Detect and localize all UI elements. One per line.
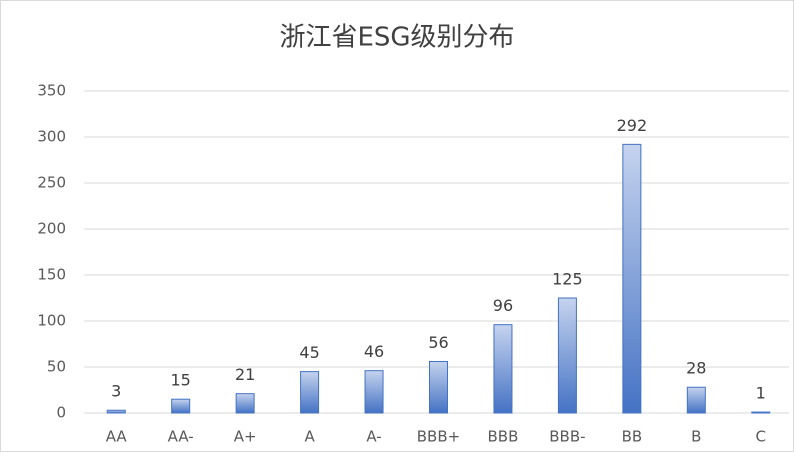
data-label: 292 [617,116,648,135]
data-label: 46 [364,342,384,361]
y-tick-label: 50 [47,358,66,376]
x-tick-label: A- [366,428,381,446]
x-tick-label: C [756,428,766,446]
data-label: 28 [686,359,706,378]
x-tick-label: A [304,428,315,446]
bar [300,371,320,414]
y-tick-label: 250 [37,174,66,192]
x-tick-label: AA [106,428,128,446]
bar [235,393,255,414]
bar [751,411,771,414]
y-tick-label: 200 [37,220,66,238]
bar [364,370,384,414]
bar [106,409,126,414]
chart-title: 浙江省ESG级别分布 [279,23,514,53]
data-label: 56 [428,333,448,352]
data-label: 15 [171,371,191,390]
bar [429,360,448,414]
x-tick-label: AA- [168,428,194,446]
x-tick-label: BBB+ [417,428,460,446]
x-tick-label: BB [622,428,643,446]
bar [493,324,513,414]
bar [622,143,642,414]
y-tick-label: 350 [37,82,66,100]
x-tick-label: B [691,428,701,446]
bar [686,386,706,414]
data-label: 45 [299,343,319,362]
y-tick-label: 0 [56,404,66,422]
y-tick-label: 300 [37,128,66,146]
data-label: 3 [111,382,121,401]
x-tick-label: A+ [234,428,257,446]
data-label: 1 [756,384,766,403]
y-tick-label: 150 [37,266,66,284]
x-tick-label: BBB [488,428,519,446]
data-label: 21 [235,365,255,384]
data-label: 125 [552,270,583,289]
data-label: 96 [493,296,513,315]
x-tick-label: BBB- [549,428,585,446]
bar [557,297,577,414]
y-tick-label: 100 [37,312,66,330]
bar [171,398,191,414]
